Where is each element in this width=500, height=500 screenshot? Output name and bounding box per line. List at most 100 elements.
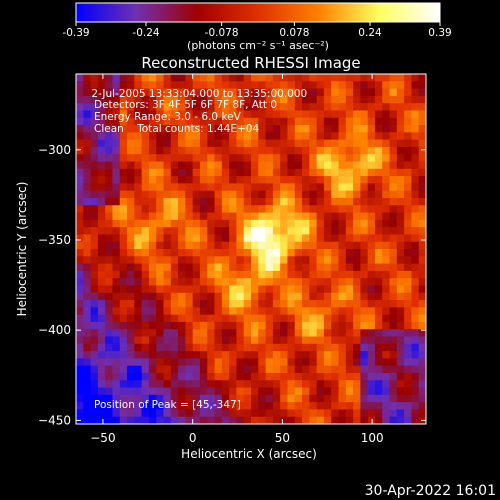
heatmap-cell [112, 139, 121, 148]
heatmap-cell [97, 125, 106, 133]
heatmap-cell [374, 387, 383, 396]
heatmap-cell [97, 351, 106, 359]
heatmap-cell [185, 358, 194, 367]
heatmap-cell [112, 285, 121, 294]
heatmap-cell [345, 219, 354, 228]
heatmap-cell [367, 249, 376, 257]
heatmap-cell [76, 81, 84, 89]
heatmap-cell [360, 219, 369, 228]
heatmap-cell [258, 329, 266, 337]
heatmap-cell [309, 234, 318, 243]
heatmap-cell [170, 409, 179, 418]
heatmap-cell [229, 307, 237, 316]
heatmap-cell [251, 263, 259, 272]
heatmap-cell [229, 343, 237, 352]
heatmap-cell [127, 197, 135, 206]
heatmap-cell [331, 278, 339, 286]
heatmap-cell [163, 146, 172, 155]
heatmap-cell [236, 351, 245, 359]
heatmap-cell [119, 300, 128, 308]
heatmap-cell [374, 285, 383, 294]
heatmap-cell [353, 314, 361, 323]
heatmap-cell [338, 314, 347, 323]
heatmap-cell [338, 402, 347, 410]
heatmap-cell [331, 372, 339, 381]
heatmap-cell [156, 394, 164, 403]
heatmap-cell [134, 219, 143, 228]
heatmap-cell [389, 307, 398, 316]
heatmap-cell [229, 125, 237, 133]
heatmap-cell [396, 110, 405, 119]
heatmap-cell [90, 205, 99, 213]
heatmap-cell [192, 212, 201, 221]
heatmap-cell [199, 358, 208, 367]
heatmap-cell [243, 146, 252, 155]
heatmap-cell [258, 241, 266, 250]
heatmap-cell [243, 351, 252, 359]
heatmap-cell [105, 329, 113, 337]
heatmap-cell [294, 314, 303, 323]
heatmap-cell [207, 292, 215, 301]
heatmap-cell [374, 249, 383, 257]
heatmap-cell [236, 132, 245, 141]
heatmap-cell [229, 263, 237, 272]
heatmap-cell [251, 416, 259, 424]
heatmap-cell [294, 139, 303, 148]
heatmap-cell [309, 139, 318, 148]
heatmap-cell [134, 343, 143, 352]
heatmap-cell [302, 117, 310, 126]
heatmap-cell [76, 95, 84, 104]
heatmap-cell [148, 394, 157, 403]
heatmap-cell [382, 139, 390, 148]
heatmap-cell [243, 125, 252, 133]
heatmap-cell [90, 88, 99, 97]
heatmap-cell [76, 183, 84, 192]
heatmap-cell [258, 270, 266, 279]
heatmap-cell [367, 227, 376, 235]
heatmap-cell [119, 125, 128, 133]
heatmap-cell [170, 241, 179, 250]
heatmap-cell [294, 241, 303, 250]
heatmap-cell [258, 402, 266, 410]
heatmap-cell [309, 300, 318, 308]
heatmap-cell [353, 358, 361, 367]
heatmap-cell [105, 263, 113, 272]
heatmap-cell [90, 103, 99, 111]
heatmap-cell [389, 154, 398, 162]
heatmap-cell [112, 394, 121, 403]
heatmap-cell [367, 74, 376, 82]
heatmap-cell [97, 256, 106, 264]
heatmap-cell [272, 321, 281, 330]
heatmap-cell [214, 168, 223, 177]
heatmap-cell [389, 168, 398, 177]
heatmap-cell [156, 285, 164, 294]
heatmap-cell [229, 212, 237, 221]
heatmap-cell [280, 343, 288, 352]
heatmap-cell [207, 234, 215, 243]
heatmap-cell [258, 117, 266, 126]
heatmap-cell [411, 117, 420, 126]
heatmap-cell [404, 190, 412, 199]
heatmap-cell [396, 256, 405, 264]
heatmap-cell [163, 329, 172, 337]
heatmap-cell [309, 110, 318, 119]
heatmap-cell [316, 197, 325, 206]
heatmap-cell [236, 212, 245, 221]
heatmap-cell [389, 365, 398, 374]
heatmap-cell [207, 249, 215, 257]
heatmap-cell [243, 285, 252, 294]
heatmap-cell [396, 154, 405, 162]
heatmap-cell [134, 416, 143, 424]
heatmap-cell [338, 117, 347, 126]
heatmap-cell [148, 343, 157, 352]
heatmap-cell [97, 139, 106, 148]
heatmap-cell [199, 402, 208, 410]
heatmap-cell [83, 146, 91, 155]
heatmap-cell [389, 234, 398, 243]
heatmap-cell [119, 351, 128, 359]
heatmap-cell [97, 103, 106, 111]
heatmap-cell [338, 394, 347, 403]
heatmap-cell [243, 402, 252, 410]
heatmap-cell [258, 285, 266, 294]
heatmap-cell [112, 263, 121, 272]
